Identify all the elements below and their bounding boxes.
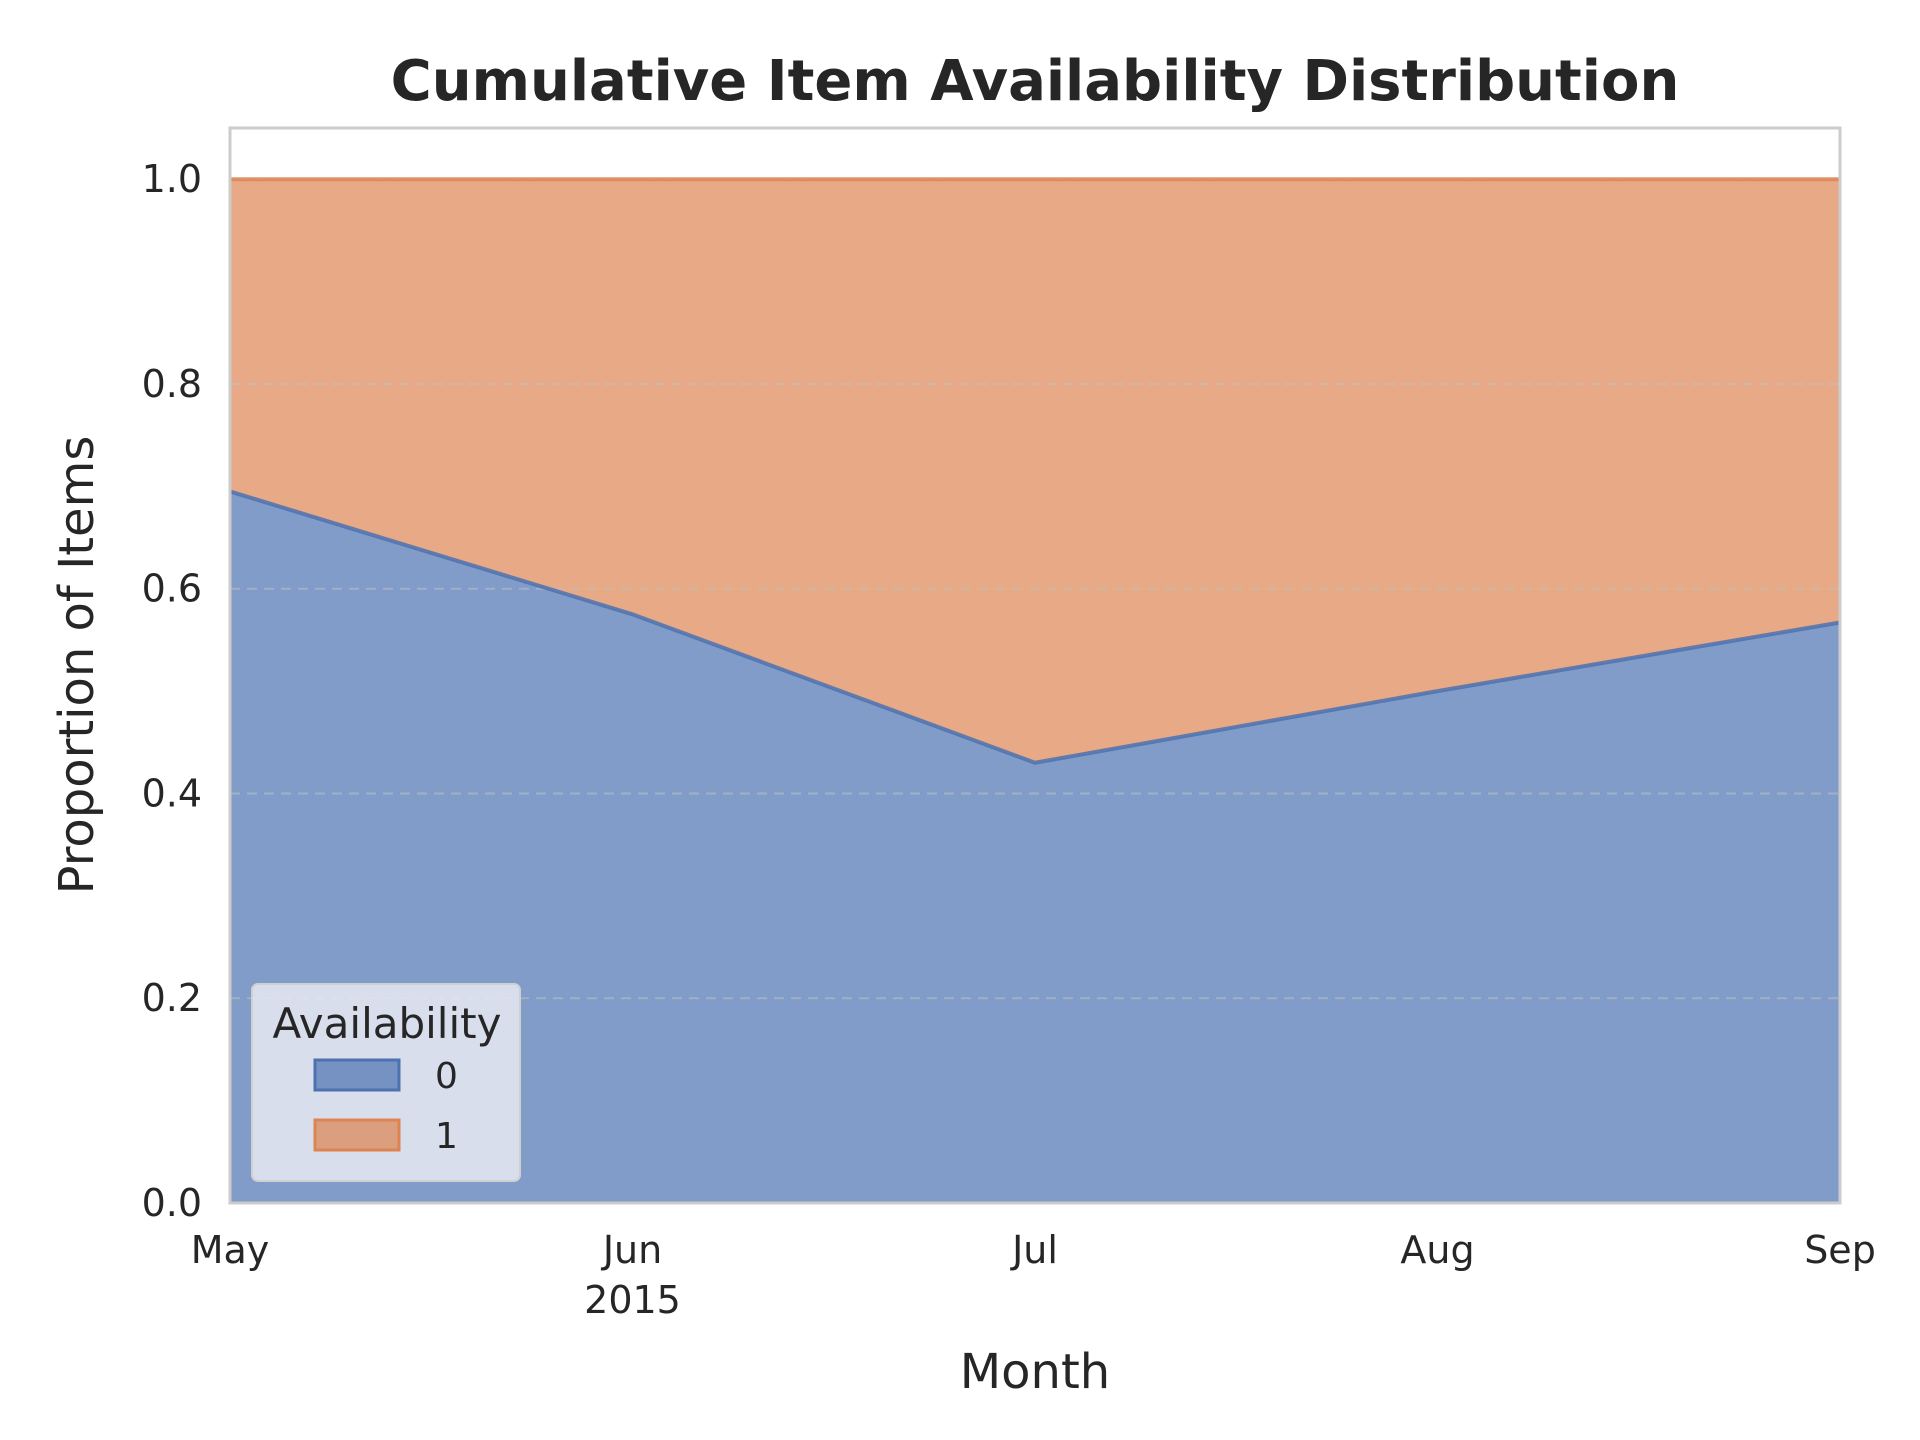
x-tick-label-sep: Sep xyxy=(1804,1228,1876,1272)
x-tick-label-jul: Jul xyxy=(1010,1228,1058,1272)
line-series-0 xyxy=(229,489,1841,765)
legend-label-0: 0 xyxy=(435,1056,458,1097)
y-tick-label-0.4: 0.4 xyxy=(142,771,202,815)
area-series-0 xyxy=(230,491,1840,1203)
legend-label-1: 1 xyxy=(435,1116,458,1157)
y-tick-label-0.2: 0.2 xyxy=(142,976,202,1020)
legend: Availability 01 xyxy=(251,983,521,1182)
x-axis-label: Month xyxy=(960,1344,1110,1400)
legend-items: 01 xyxy=(313,1056,458,1157)
x-tick-labels: May Jun Jul Aug Sep xyxy=(191,1228,1876,1272)
y-tick-label-0.6: 0.6 xyxy=(142,567,202,611)
x-tick-label-aug: Aug xyxy=(1400,1228,1474,1272)
line-layer xyxy=(229,177,1841,765)
x-tick-label-may: May xyxy=(191,1228,270,1272)
plot-frame xyxy=(228,126,1842,1205)
y-tick-label-1.0: 1.0 xyxy=(142,157,202,201)
x-year-label: 2015 xyxy=(584,1278,681,1322)
y-tick-label-0.0: 0.0 xyxy=(142,1181,202,1225)
y-tick-labels: 0.0 0.2 0.4 0.6 0.8 1.0 xyxy=(142,157,202,1225)
y-tick-label-0.8: 0.8 xyxy=(142,362,202,406)
x-tick-label-jun: Jun xyxy=(601,1228,662,1272)
legend-swatch-1 xyxy=(313,1118,401,1152)
legend-title: Availability xyxy=(273,999,502,1048)
area-layer xyxy=(230,179,1840,1203)
legend-swatch-0 xyxy=(313,1058,401,1092)
area-series-1 xyxy=(230,179,1840,763)
chart-title: Cumulative Item Availability Distributio… xyxy=(391,49,1680,114)
y-axis-label: Proportion of Items xyxy=(49,436,105,895)
